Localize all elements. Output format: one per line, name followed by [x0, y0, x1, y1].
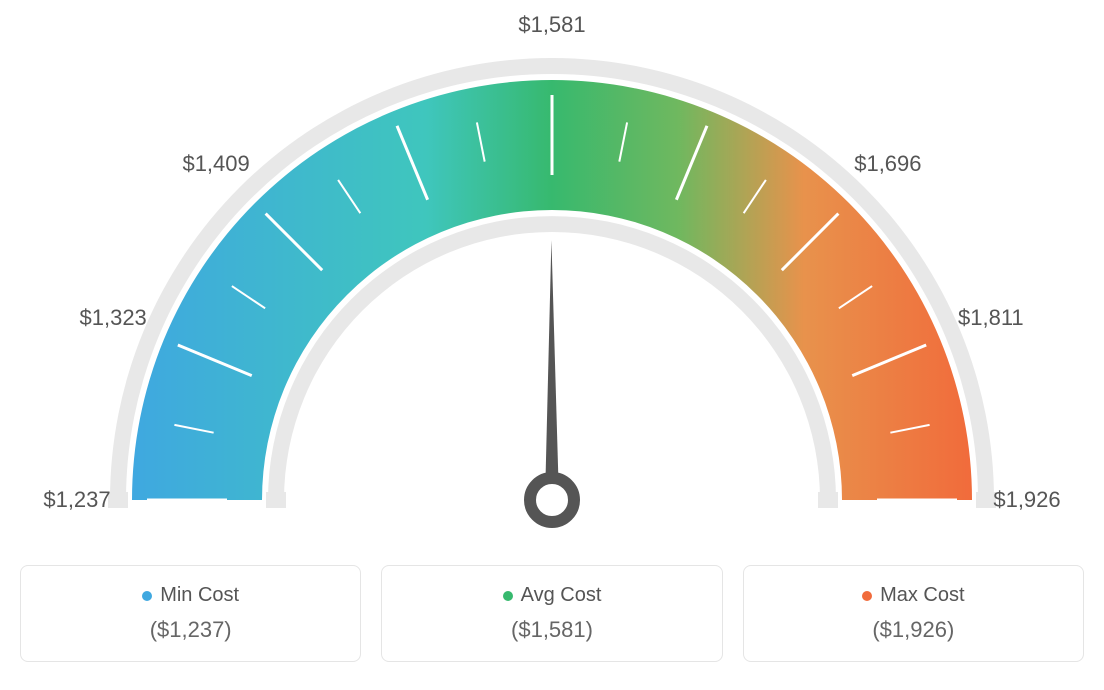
dot-icon: [503, 591, 513, 601]
legend-card-max: Max Cost ($1,926): [743, 565, 1084, 662]
tick-label: $1,581: [518, 12, 585, 38]
tick-label: $1,323: [80, 305, 147, 331]
gauge-chart: $1,237$1,323$1,409$1,581$1,696$1,811$1,9…: [20, 20, 1084, 550]
gauge-svg: [20, 20, 1084, 550]
legend-value-avg: ($1,581): [394, 617, 709, 643]
legend-card-min: Min Cost ($1,237): [20, 565, 361, 662]
legend-label-max: Max Cost: [862, 584, 964, 607]
cost-gauge-widget: $1,237$1,323$1,409$1,581$1,696$1,811$1,9…: [20, 20, 1084, 662]
legend-card-avg: Avg Cost ($1,581): [381, 565, 722, 662]
legend-label-text: Max Cost: [880, 584, 964, 607]
tick-label: $1,409: [182, 151, 249, 177]
tick-label: $1,811: [958, 305, 1024, 331]
legend-label-text: Min Cost: [160, 584, 239, 607]
legend-label-avg: Avg Cost: [503, 584, 602, 607]
legend-value-max: ($1,926): [756, 617, 1071, 643]
dot-icon: [862, 591, 872, 601]
tick-label: $1,926: [993, 487, 1060, 513]
legend-value-min: ($1,237): [33, 617, 348, 643]
tick-label: $1,237: [43, 487, 110, 513]
legend-row: Min Cost ($1,237) Avg Cost ($1,581) Max …: [20, 565, 1084, 662]
legend-label-min: Min Cost: [142, 584, 239, 607]
legend-label-text: Avg Cost: [521, 584, 602, 607]
dot-icon: [142, 591, 152, 601]
tick-label: $1,696: [854, 151, 921, 177]
